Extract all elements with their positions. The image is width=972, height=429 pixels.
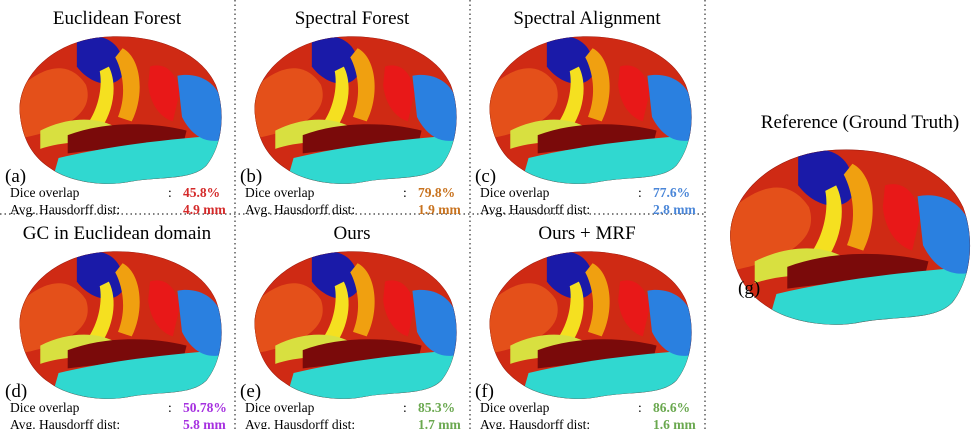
metric-label: Avg. Hausdorff dist: bbox=[480, 202, 590, 217]
metric-label: Dice overlap bbox=[245, 185, 315, 200]
metric-colon: : bbox=[403, 400, 407, 415]
hausdorff-value: 1.6 mm bbox=[653, 417, 696, 429]
metric-label: Avg. Hausdorff dist: bbox=[480, 417, 590, 429]
hausdorff-value: 4.9 mm bbox=[183, 202, 226, 217]
panel-letter: (d) bbox=[5, 381, 27, 402]
panel-letter: (a) bbox=[5, 166, 26, 187]
metric-label: Avg. Hausdorff dist: bbox=[245, 417, 355, 429]
figure: Reference (Ground Truth) (g) Euclidean F… bbox=[0, 0, 972, 429]
brain-image bbox=[13, 245, 223, 405]
metric-label: Avg. Hausdorff dist: bbox=[10, 202, 120, 217]
panel-title: Spectral Forest bbox=[295, 8, 410, 29]
panel-title: Ours + MRF bbox=[538, 223, 635, 244]
metric-label: Avg. Hausdorff dist: bbox=[245, 202, 355, 217]
brain-image bbox=[722, 142, 972, 332]
metric-colon: : bbox=[168, 400, 172, 415]
dice-value: 85.3% bbox=[418, 400, 455, 415]
metric-colon: : bbox=[638, 185, 642, 200]
panel-letter: (f) bbox=[475, 381, 494, 402]
panel-title: Spectral Alignment bbox=[513, 8, 661, 29]
metric-colon: : bbox=[168, 185, 172, 200]
hausdorff-value: 5.8 mm bbox=[183, 417, 226, 429]
brain-image bbox=[248, 30, 458, 190]
panel-letter: (c) bbox=[475, 166, 496, 187]
brain-image bbox=[13, 30, 223, 190]
panel-title: Ours bbox=[334, 223, 371, 244]
dice-value: 79.8% bbox=[418, 185, 455, 200]
metric-colon: : bbox=[638, 400, 642, 415]
brain-image bbox=[483, 245, 693, 405]
panel-title: Reference (Ground Truth) bbox=[761, 112, 959, 133]
brain-image bbox=[248, 245, 458, 405]
panel-letter: (b) bbox=[240, 166, 262, 187]
panel-letter: (e) bbox=[240, 381, 261, 402]
metric-label: Dice overlap bbox=[480, 185, 550, 200]
dice-value: 50.78% bbox=[183, 400, 227, 415]
metric-label: Dice overlap bbox=[10, 185, 80, 200]
dice-value: 45.8% bbox=[183, 185, 220, 200]
panel-title: Euclidean Forest bbox=[53, 8, 182, 29]
metric-label: Dice overlap bbox=[10, 400, 80, 415]
dice-value: 86.6% bbox=[653, 400, 690, 415]
dice-value: 77.6% bbox=[653, 185, 690, 200]
hausdorff-value: 1.7 mm bbox=[418, 417, 461, 429]
hausdorff-value: 2.8 mm bbox=[653, 202, 696, 217]
metric-label: Dice overlap bbox=[245, 400, 315, 415]
panel-title: GC in Euclidean domain bbox=[23, 223, 212, 244]
hausdorff-value: 1.9 mm bbox=[418, 202, 461, 217]
metric-label: Avg. Hausdorff dist: bbox=[10, 417, 120, 429]
metric-label: Dice overlap bbox=[480, 400, 550, 415]
brain-image bbox=[483, 30, 693, 190]
metric-colon: : bbox=[403, 185, 407, 200]
panel-letter: (g) bbox=[738, 278, 760, 299]
